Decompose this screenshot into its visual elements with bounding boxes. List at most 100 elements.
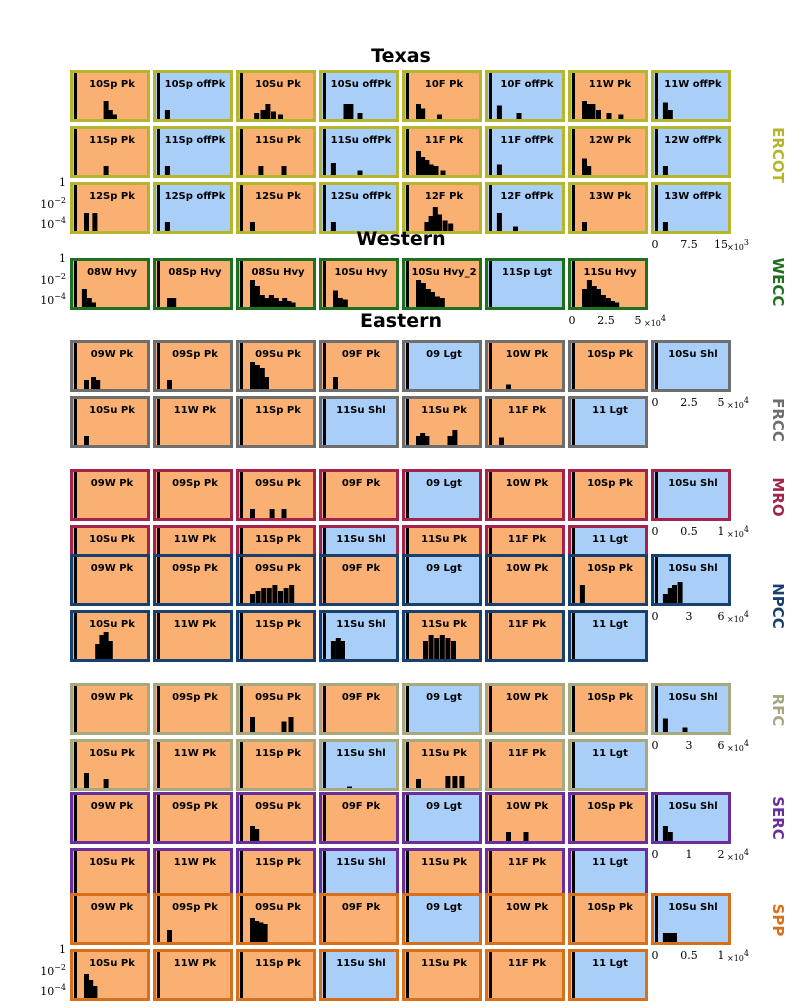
panel-axis-bar — [240, 952, 243, 998]
histogram-panel: 10Su Shl — [651, 683, 731, 735]
panel-axis-bar — [157, 795, 160, 841]
panel-label: 10Su Shl — [668, 349, 717, 360]
histogram-bar — [682, 727, 688, 732]
section-title: Western — [356, 228, 445, 250]
panel-axis-bar — [240, 896, 243, 942]
panel-axis-bar — [74, 472, 77, 518]
histogram-panel: 08W Hvy — [70, 258, 150, 310]
histogram-panel: 11W Pk — [153, 848, 233, 900]
panel-axis-bar — [74, 399, 77, 445]
panel-axis-bar — [74, 73, 77, 119]
histogram-bar — [333, 290, 338, 307]
x-tick-label: 3 — [686, 610, 693, 623]
histogram-bar — [452, 430, 458, 445]
panel-axis-bar — [323, 952, 326, 998]
histogram-bar — [95, 644, 101, 659]
panel-label: 11W Pk — [174, 857, 217, 868]
panel-label: 09Sp Pk — [172, 349, 218, 360]
histogram-panel: 09F Pk — [319, 792, 399, 844]
x-tick-label: 6 — [718, 610, 725, 623]
panel-label: 10W Pk — [506, 801, 549, 812]
panel-frame — [319, 739, 399, 791]
panel-axis-bar — [157, 686, 160, 732]
panel-frame — [319, 126, 399, 178]
panel-axis-bar — [406, 686, 409, 732]
histogram-bar — [337, 298, 343, 307]
histogram-bar — [340, 641, 345, 659]
histogram-bar — [103, 779, 109, 788]
region-rfc: 09W Pk 09Sp Pk 09Su Pk 09F Pk 09 Lgt 10W Pk 10… — [70, 683, 787, 791]
histogram-panel: 10Su Shl — [651, 792, 731, 844]
region-label: MRO — [769, 477, 787, 516]
panel-axis-bar — [572, 343, 575, 389]
panel-axis-bar — [489, 742, 492, 788]
histogram-panel: 09F Pk — [319, 340, 399, 392]
histogram-bar — [272, 585, 278, 603]
histogram-bar — [84, 773, 89, 788]
histogram-panel: 11W Pk — [153, 949, 233, 1001]
histogram-bar — [424, 222, 430, 231]
histogram-bar — [330, 641, 336, 659]
panel-axis-bar — [572, 742, 575, 788]
region-spp: 09W Pk 09Sp Pk 09Su Pk 09F Pk 09 Lgt 10W Pk 10… — [40, 893, 787, 1001]
histogram-bar — [499, 437, 504, 445]
histogram-panel: 11Su offPk — [319, 126, 399, 178]
histogram-panel: 09F Pk — [319, 683, 399, 735]
x-axis-multiplier: ×104 — [644, 314, 666, 328]
histogram-panel: 10W Pk — [485, 893, 565, 945]
panel-frame — [319, 70, 399, 122]
histogram-bar — [281, 721, 287, 732]
histogram-bar — [167, 380, 172, 389]
panel-axis-bar — [655, 472, 658, 518]
histogram-bar — [347, 786, 352, 788]
panel-frame — [153, 949, 233, 1001]
panel-frame — [402, 949, 482, 1001]
panel-frame — [485, 610, 565, 662]
histogram-bar — [451, 641, 456, 659]
panel-label: 10Su Pk — [89, 857, 135, 868]
panel-axis-bar — [240, 261, 243, 307]
x-tick-label: 1 — [718, 525, 725, 538]
histogram-bar — [672, 933, 677, 942]
panel-label: 09Su Pk — [255, 478, 301, 489]
histogram-bar — [250, 362, 255, 389]
histogram-bar — [259, 295, 265, 307]
x-tick-label: 2 — [718, 848, 725, 861]
panel-axis-bar — [572, 73, 575, 119]
panel-label: 11Su Shl — [336, 857, 385, 868]
histogram-panel: 11F Pk — [485, 610, 565, 662]
histogram-panel: 12Su offPk — [319, 182, 399, 234]
histogram-bar — [513, 226, 518, 231]
panel-frame — [568, 469, 648, 521]
histogram-bar — [258, 922, 264, 942]
histogram-bar — [420, 108, 426, 119]
panel-axis-bar — [74, 851, 77, 897]
histogram-bar — [167, 298, 172, 307]
y-tick-label: 1 — [59, 176, 66, 189]
panel-frame — [651, 182, 731, 234]
panel-frame — [70, 792, 150, 844]
panel-frame — [651, 469, 731, 521]
histogram-panel: 11Su Hvy — [568, 258, 648, 310]
panel-frame — [485, 258, 565, 310]
histogram-panel: 10Sp Pk — [70, 70, 150, 122]
histogram-bar — [452, 776, 458, 788]
histogram-panel: 11Su Shl — [319, 848, 399, 900]
panel-axis-bar — [572, 472, 575, 518]
histogram-bar — [333, 377, 338, 389]
histogram-bar — [416, 104, 421, 119]
panel-frame — [70, 554, 150, 606]
panel-axis-bar — [323, 343, 326, 389]
panel-axis-bar — [74, 795, 77, 841]
panel-label: 11F Pk — [508, 857, 547, 868]
panel-label: 09Sp Pk — [172, 563, 218, 574]
histogram-panel: 10Su Pk — [70, 949, 150, 1001]
histogram-panel: 10W Pk — [485, 554, 565, 606]
panel-axis-bar — [157, 742, 160, 788]
histogram-panel: 11F Pk — [485, 396, 565, 448]
region-label: WECC — [769, 258, 787, 307]
histogram-bar — [250, 717, 255, 732]
histogram-bar — [264, 298, 269, 307]
x-tick-label: 2.5 — [597, 314, 615, 327]
